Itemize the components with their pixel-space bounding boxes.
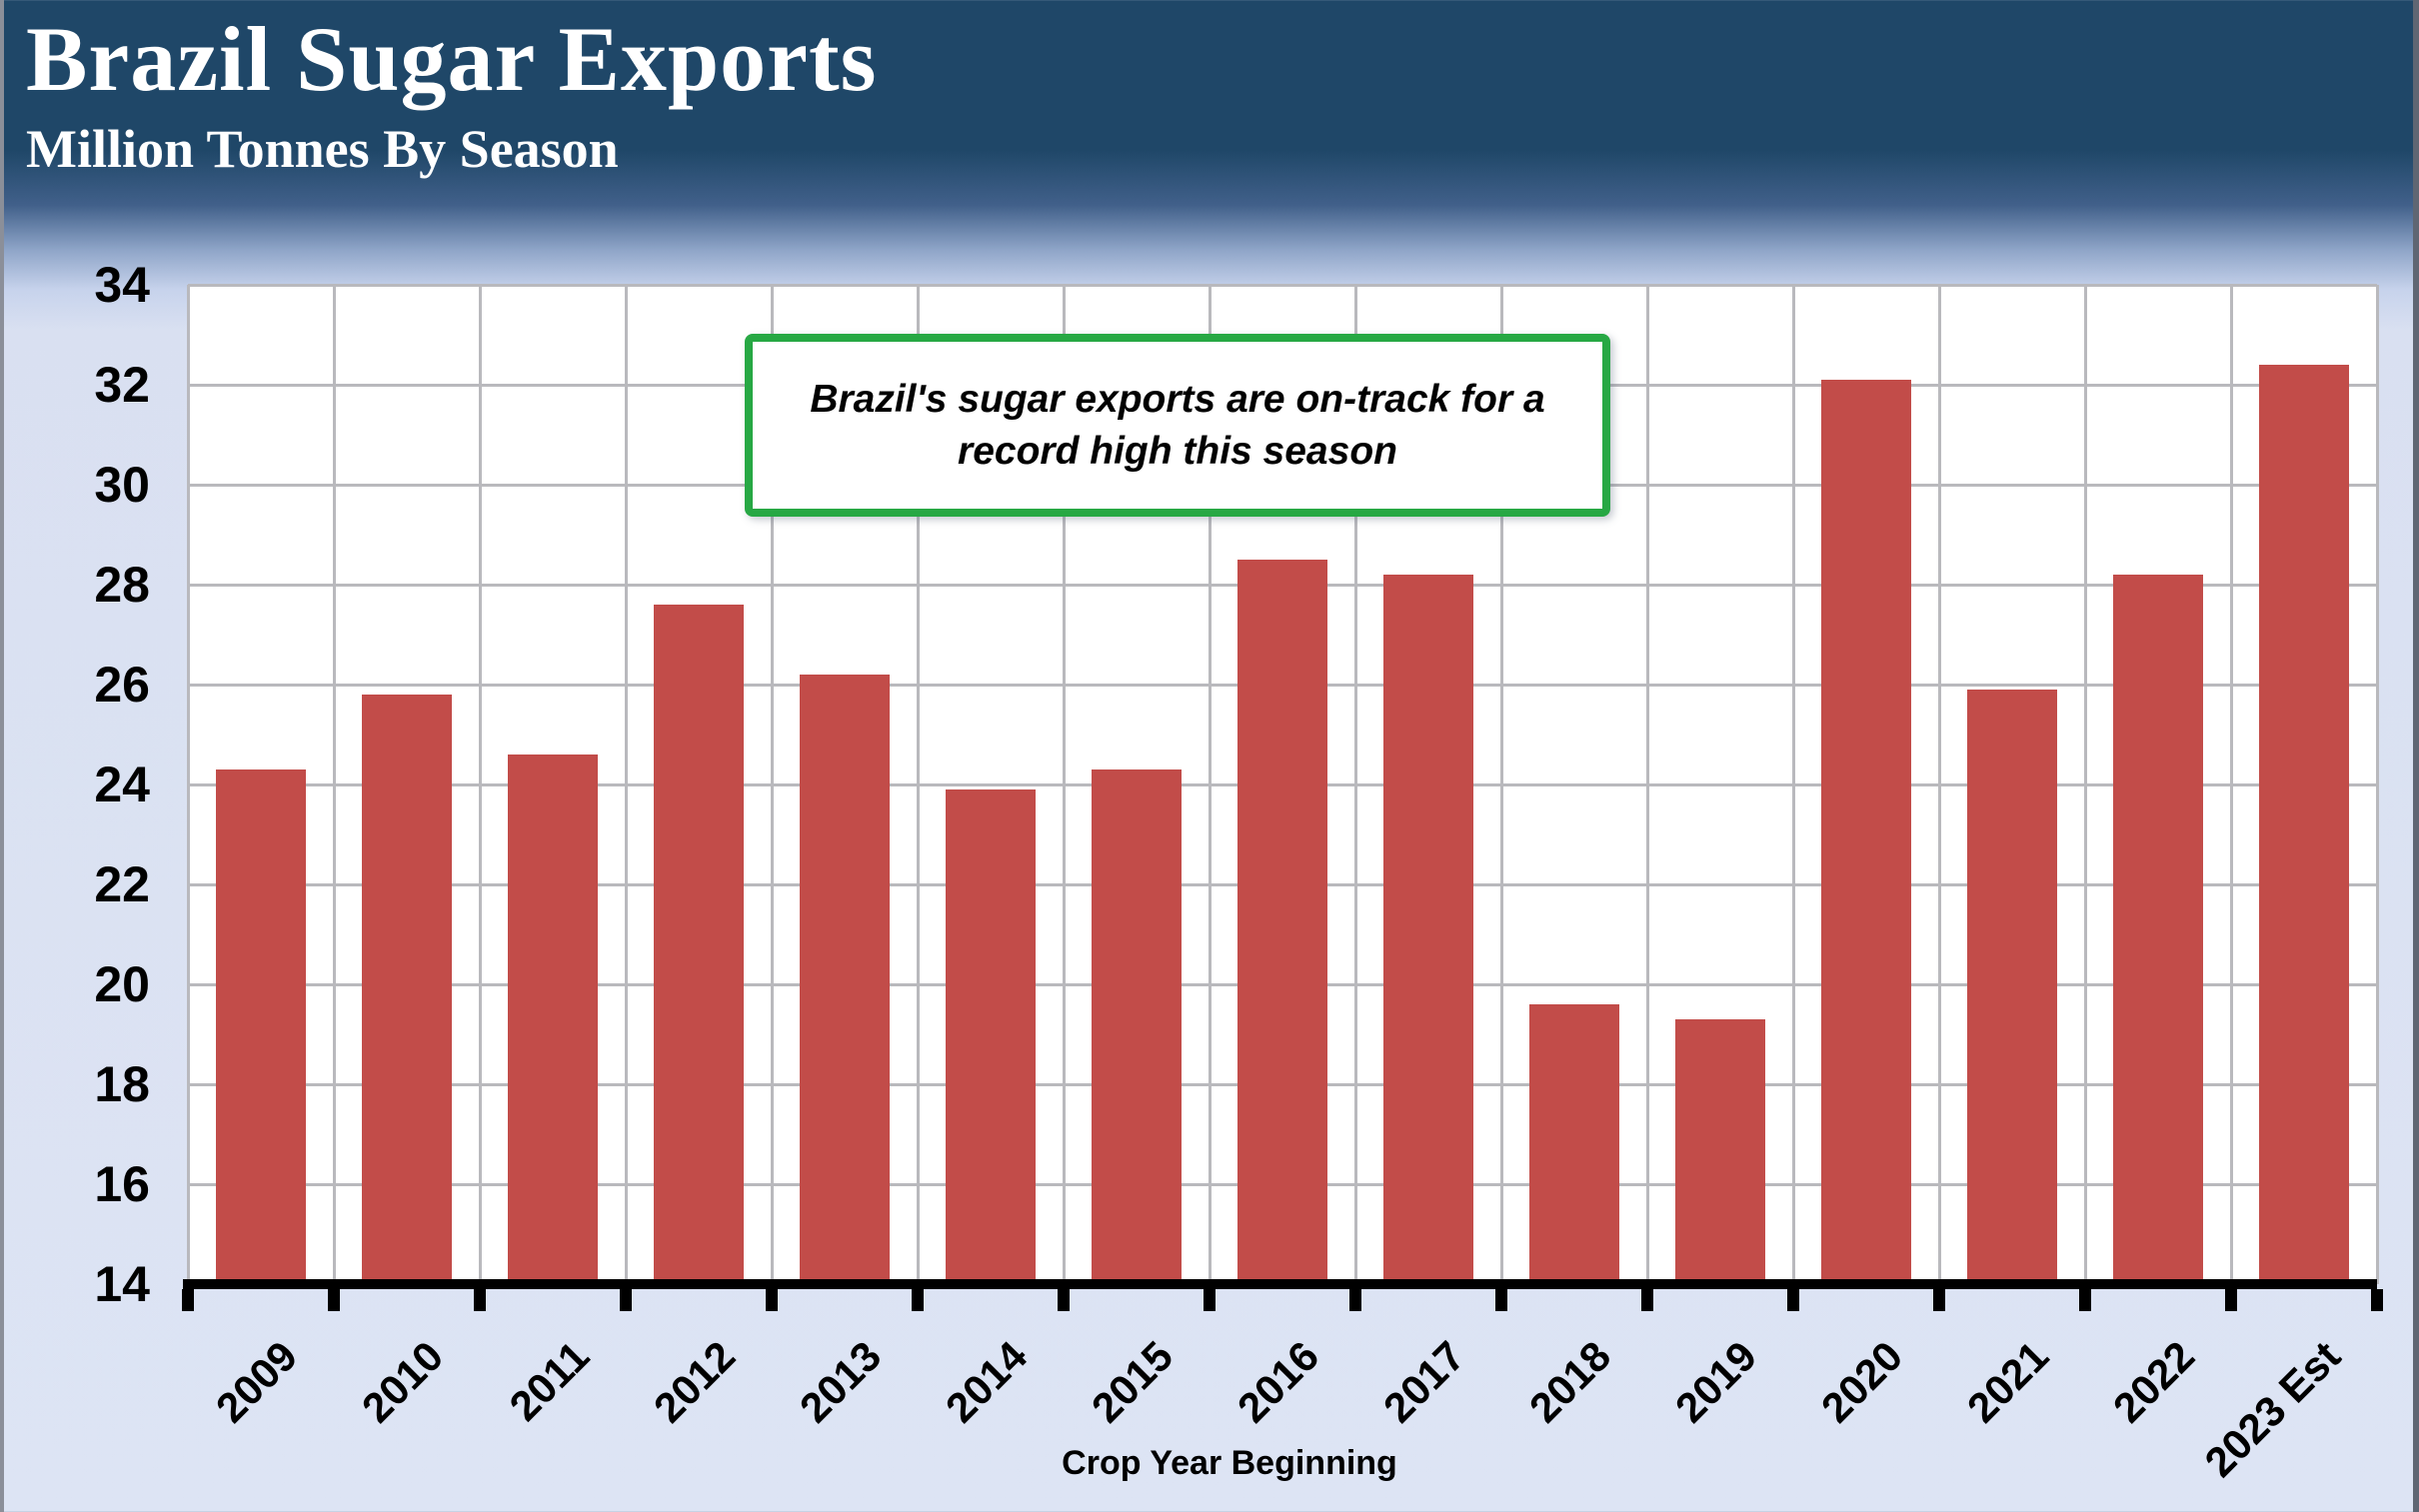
- y-axis-label-24: 24: [94, 756, 150, 812]
- bar-2022: [2113, 575, 2203, 1284]
- x-tick-9: [1495, 1289, 1507, 1311]
- x-axis-label-2016: 2016: [1227, 1332, 1328, 1432]
- x-tick-13: [2079, 1289, 2091, 1311]
- v-gridline-7: [1208, 285, 1211, 1284]
- annotation-text-line1: Brazil's sugar exports are on-track for …: [810, 377, 1545, 421]
- bar-2016: [1237, 560, 1327, 1284]
- bar-2014: [946, 789, 1036, 1284]
- x-axis-line: [183, 1279, 2377, 1289]
- x-tick-2: [474, 1289, 486, 1311]
- x-tick-12: [1933, 1289, 1945, 1311]
- y-axis-label-14: 14: [94, 1256, 150, 1312]
- bar-2018: [1529, 1004, 1619, 1284]
- bar-2010: [362, 695, 452, 1284]
- x-tick-4: [766, 1289, 778, 1311]
- x-axis-title: Crop Year Beginning: [1062, 1444, 1397, 1482]
- x-axis-label-2022: 2022: [2103, 1332, 2204, 1432]
- x-tick-6: [1058, 1289, 1070, 1311]
- page-title: Brazil Sugar Exports: [26, 8, 878, 110]
- v-gridline-5: [916, 285, 920, 1284]
- x-axis-label-2010: 2010: [352, 1332, 453, 1432]
- y-axis-label-30: 30: [94, 457, 150, 513]
- x-tick-3: [620, 1289, 632, 1311]
- y-axis-label-34: 34: [94, 257, 150, 313]
- x-tick-5: [912, 1289, 924, 1311]
- v-gridline-1: [332, 285, 336, 1284]
- page-subtitle: Million Tonnes By Season: [26, 119, 619, 179]
- bar-2009: [216, 769, 306, 1284]
- bar-2019: [1675, 1019, 1765, 1284]
- v-gridline-13: [2083, 285, 2087, 1284]
- x-tick-10: [1641, 1289, 1653, 1311]
- v-gridline-4: [770, 285, 774, 1284]
- y-axis-label-32: 32: [94, 357, 150, 413]
- x-tick-0: [182, 1289, 194, 1311]
- annotation-box: Brazil's sugar exports are on-track for …: [745, 334, 1610, 517]
- y-axis-label-26: 26: [94, 657, 150, 713]
- x-axis-label-2014: 2014: [936, 1332, 1037, 1432]
- y-axis-label-18: 18: [94, 1056, 150, 1112]
- x-axis-label-2012: 2012: [644, 1332, 745, 1432]
- x-axis-label-2017: 2017: [1373, 1332, 1474, 1432]
- bar-2011: [508, 755, 598, 1284]
- x-axis-label-2019: 2019: [1665, 1332, 1766, 1432]
- y-axis-label-16: 16: [94, 1156, 150, 1212]
- x-tick-1: [328, 1289, 340, 1311]
- bar-2021: [1967, 690, 2057, 1284]
- annotation-text-line2: record high this season: [958, 429, 1397, 473]
- x-tick-7: [1204, 1289, 1215, 1311]
- v-gridline-10: [1645, 285, 1649, 1284]
- x-tick-11: [1787, 1289, 1799, 1311]
- v-gridline-2: [478, 285, 482, 1284]
- bar-2020: [1821, 380, 1911, 1284]
- v-gridline-9: [1499, 285, 1503, 1284]
- h-gridline-34: [188, 284, 2377, 287]
- v-gridline-12: [1937, 285, 1941, 1284]
- x-axis-label-2020: 2020: [1811, 1332, 1912, 1432]
- x-axis-label-2011: 2011: [500, 1332, 599, 1430]
- right-edge-border: [2413, 0, 2419, 1512]
- v-gridline-3: [624, 285, 628, 1284]
- x-axis-label-2013: 2013: [790, 1332, 891, 1432]
- x-tick-14: [2225, 1289, 2237, 1311]
- v-gridline-8: [1353, 285, 1357, 1284]
- x-axis-label-2023-est: 2023 Est: [2195, 1332, 2350, 1486]
- bar-2023-est: [2259, 365, 2349, 1284]
- bar-2015: [1092, 769, 1182, 1284]
- x-axis-label-2021: 2021: [1957, 1332, 2058, 1432]
- v-gridline-6: [1062, 285, 1066, 1284]
- v-gridline-14: [2229, 285, 2233, 1284]
- x-axis-label-2018: 2018: [1519, 1332, 1620, 1432]
- y-axis-label-28: 28: [94, 557, 150, 613]
- y-axis-label-20: 20: [94, 956, 150, 1012]
- bar-2017: [1383, 575, 1473, 1284]
- bar-2012: [654, 605, 744, 1284]
- y-axis-label-22: 22: [94, 856, 150, 912]
- x-tick-15: [2371, 1289, 2383, 1311]
- x-axis-label-2009: 2009: [206, 1332, 307, 1432]
- x-axis-label-2015: 2015: [1082, 1332, 1183, 1432]
- left-edge-border: [0, 0, 4, 1512]
- v-gridline-11: [1791, 285, 1795, 1284]
- bar-2013: [800, 675, 890, 1284]
- v-gridline-0: [186, 285, 190, 1284]
- v-gridline-15: [2375, 285, 2379, 1284]
- x-tick-8: [1349, 1289, 1361, 1311]
